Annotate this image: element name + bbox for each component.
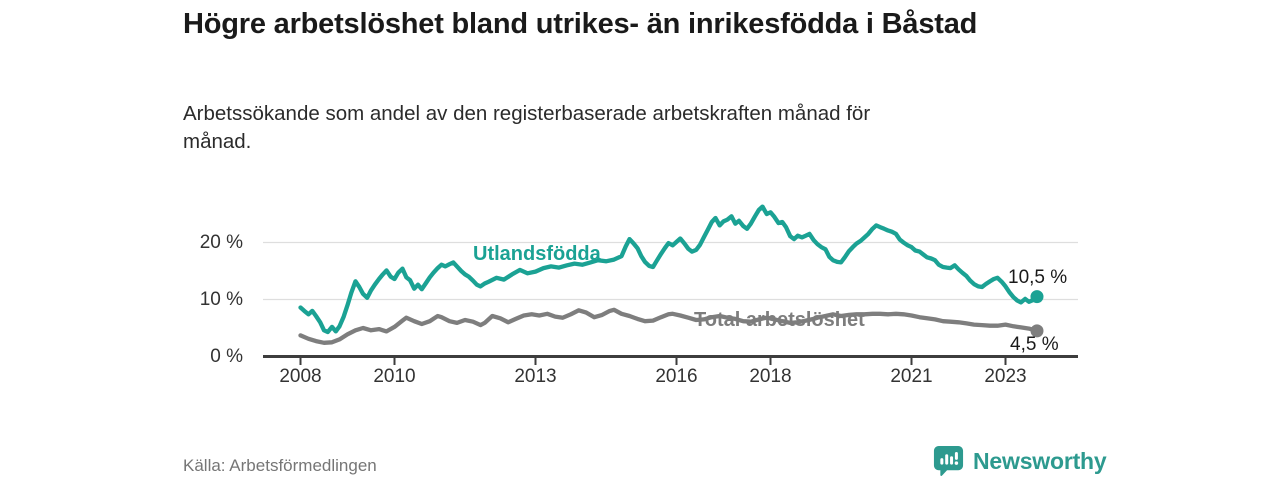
x-tick-label: 2023 [984, 366, 1027, 387]
page-subtitle: Arbetssökande som andel av den registerb… [183, 102, 871, 153]
x-tick-label: 2013 [514, 366, 557, 387]
x-tick-label: 2018 [749, 366, 792, 387]
page-title: Högre arbetslöshet bland utrikes- än inr… [183, 8, 978, 40]
y-tick-label: 0 % [210, 345, 243, 367]
series-label-total-arbetsloshet: Total arbetslöshet [694, 309, 865, 331]
series-end-dot [1030, 290, 1044, 304]
source-note: Källa: Arbetsförmedlingen [183, 456, 377, 475]
series-label-utlandsfodda: Utlandsfödda [473, 243, 601, 265]
end-value-label-utlandsfodda: 10,5 % [1008, 267, 1068, 288]
series-line [298, 204, 1040, 335]
x-tick-label: 2021 [890, 366, 933, 387]
x-tick-label: 2008 [279, 366, 322, 387]
y-tick-label: 10 % [199, 288, 243, 310]
newsworthy-bubble-chart-icon [932, 444, 965, 478]
brand-wordmark: Newsworthy [973, 447, 1107, 474]
newsworthy-logo[interactable]: Newsworthy [932, 444, 1107, 478]
series-line [298, 307, 1040, 345]
x-tick-label: 2016 [655, 366, 698, 387]
x-tick-label: 2010 [373, 366, 416, 387]
y-tick-label: 20 % [199, 231, 243, 253]
end-value-label-total: 4,5 % [1010, 334, 1059, 355]
series-end-dot [1030, 324, 1044, 338]
